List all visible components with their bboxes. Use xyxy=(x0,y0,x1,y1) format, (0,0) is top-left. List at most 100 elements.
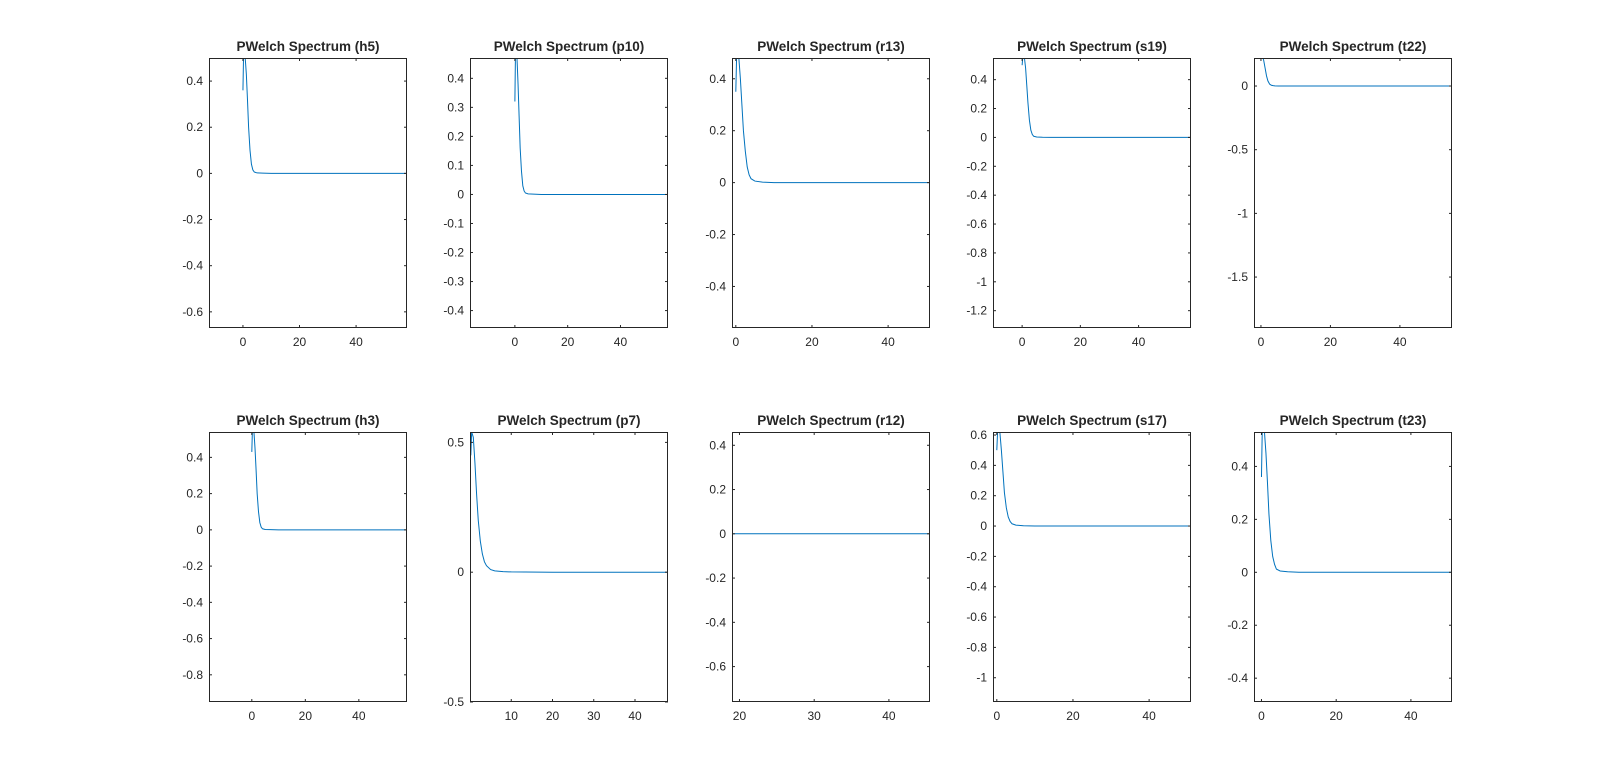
y-tick-label: 0.4 xyxy=(709,72,726,86)
y-tick-label: -0.8 xyxy=(182,668,203,682)
subplot-title: PWelch Spectrum (t22) xyxy=(1280,39,1427,54)
y-tick-label: -0.6 xyxy=(182,632,203,646)
subplot-5: 0 20 40 -0.8 -0.6 -0.4 -0.2 0 0.2 0.4 PWelch Spect… xyxy=(182,413,407,723)
axes-box xyxy=(1254,432,1452,702)
axes-box xyxy=(470,432,668,702)
y-tick-label: 0 xyxy=(196,166,203,180)
y-tick-label: 0.2 xyxy=(1231,512,1248,526)
y-tick-label: -0.4 xyxy=(966,580,987,594)
x-tick-label: 20 xyxy=(1074,335,1088,349)
y-tick-label: -1 xyxy=(1237,206,1248,220)
y-tick-label: -0.2 xyxy=(966,159,987,173)
x-tick-label: 40 xyxy=(1404,709,1418,723)
x-tick-label: 40 xyxy=(349,335,363,349)
plot-area xyxy=(1254,432,1452,702)
y-tick-label: -0.3 xyxy=(443,275,464,289)
x-tick-label: 0 xyxy=(732,335,739,349)
x-tick-label: 40 xyxy=(881,335,895,349)
subplot-title: PWelch Spectrum (r13) xyxy=(757,39,905,54)
y-tick-label: -0.4 xyxy=(705,279,726,293)
subplot-title: PWelch Spectrum (s17) xyxy=(1017,413,1167,428)
subplot-title: PWelch Spectrum (h3) xyxy=(236,413,379,428)
y-tick-label: -0.4 xyxy=(182,595,203,609)
y-tick-label: 0 xyxy=(980,519,987,533)
y-tick-label: 0.5 xyxy=(447,435,464,449)
y-tick-label: 0 xyxy=(719,176,726,190)
series-line-0 xyxy=(514,58,668,195)
plot-area xyxy=(732,58,930,328)
y-tick-label: 0.4 xyxy=(970,458,987,472)
x-tick-label: 30 xyxy=(587,709,601,723)
y-tick-label: 0 xyxy=(457,187,464,201)
y-tick-label: -0.6 xyxy=(182,305,203,319)
series-line-0 xyxy=(1021,58,1191,138)
y-tick-label: -1.2 xyxy=(966,304,987,318)
y-tick-label: 0 xyxy=(1241,565,1248,579)
y-tick-label: 0 xyxy=(1241,79,1248,93)
y-tick-label: -0.4 xyxy=(966,188,987,202)
subplot-title: PWelch Spectrum (t23) xyxy=(1280,413,1427,428)
y-tick-label: 0.1 xyxy=(447,158,464,172)
y-tick-label: -1.5 xyxy=(1227,270,1248,284)
series-line-0 xyxy=(251,432,407,531)
x-tick-label: 0 xyxy=(512,335,519,349)
plot-area xyxy=(732,432,930,702)
x-tick-label: 20 xyxy=(293,335,307,349)
subplot-title: PWelch Spectrum (p7) xyxy=(497,413,640,428)
series-line-0 xyxy=(470,432,668,573)
subplot-title: PWelch Spectrum (h5) xyxy=(236,39,379,54)
y-tick-label: 0.3 xyxy=(447,100,464,114)
x-tick-label: 0 xyxy=(240,335,247,349)
subplot-0: 0 20 40 -0.6 -0.4 -0.2 0 0.2 0.4 PWelch Spectrum … xyxy=(182,39,407,349)
y-tick-label: 0 xyxy=(719,527,726,541)
subplot-6: 10 20 30 40 -0.5 0 0.5 PWelch Spectrum (p7) xyxy=(443,413,668,723)
axes-box xyxy=(732,432,930,702)
y-tick-label: 0 xyxy=(457,565,464,579)
subplot-4: 0 20 40 -1.5 -1 -0.5 0 PWelch Spectrum (t22) xyxy=(1227,39,1452,349)
y-tick-label: 0.2 xyxy=(186,487,203,501)
y-tick-label: 0.2 xyxy=(447,129,464,143)
y-tick-label: -1 xyxy=(976,671,987,685)
x-tick-label: 40 xyxy=(628,709,642,723)
y-tick-label: -0.5 xyxy=(443,695,464,709)
subplot-3: 0 20 40 -1.2 -1 -0.8 -0.6 -0.4 -0.2 0 0.2 0.4 PWelch… xyxy=(966,39,1191,349)
x-tick-label: 40 xyxy=(882,709,896,723)
y-tick-label: -0.6 xyxy=(705,660,726,674)
y-tick-label: -0.8 xyxy=(966,640,987,654)
plot-area xyxy=(993,58,1191,328)
plot-area xyxy=(470,432,668,702)
y-tick-label: 0.2 xyxy=(970,489,987,503)
plot-area xyxy=(209,58,407,328)
y-tick-label: -0.1 xyxy=(443,216,464,230)
x-tick-label: 0 xyxy=(1258,335,1265,349)
series-line-0 xyxy=(1260,58,1452,87)
subplot-9: 0 20 40 -0.4 -0.2 0 0.2 0.4 PWelch Spectrum (t23… xyxy=(1227,413,1452,723)
x-tick-label: 20 xyxy=(1330,709,1344,723)
y-tick-label: -0.8 xyxy=(966,246,987,260)
axes-box xyxy=(993,432,1191,702)
series-line-0 xyxy=(996,432,1191,527)
series-line-0 xyxy=(242,58,407,174)
x-tick-label: 0 xyxy=(1019,335,1026,349)
plot-area xyxy=(993,432,1191,702)
axes-box xyxy=(993,58,1191,328)
x-tick-label: 20 xyxy=(805,335,819,349)
y-tick-label: -0.4 xyxy=(182,259,203,273)
y-tick-label: 0 xyxy=(980,130,987,144)
x-tick-label: 40 xyxy=(1132,335,1146,349)
subplot-title: PWelch Spectrum (p10) xyxy=(494,39,645,54)
x-tick-label: 10 xyxy=(505,709,519,723)
y-tick-label: 0.4 xyxy=(447,71,464,85)
y-tick-label: 0.4 xyxy=(186,74,203,88)
y-tick-label: -0.2 xyxy=(705,228,726,242)
y-tick-label: -0.4 xyxy=(1227,671,1248,685)
subplot-2: 0 20 40 -0.4 -0.2 0 0.2 0.4 PWelch Spectrum (r13… xyxy=(705,39,930,349)
axes-box xyxy=(470,58,668,328)
subplot-title: PWelch Spectrum (r12) xyxy=(757,413,905,428)
axes-box xyxy=(209,58,407,328)
y-tick-label: 0 xyxy=(196,523,203,537)
axes-box xyxy=(732,58,930,328)
x-tick-label: 20 xyxy=(1324,335,1338,349)
plot-area xyxy=(470,58,668,328)
